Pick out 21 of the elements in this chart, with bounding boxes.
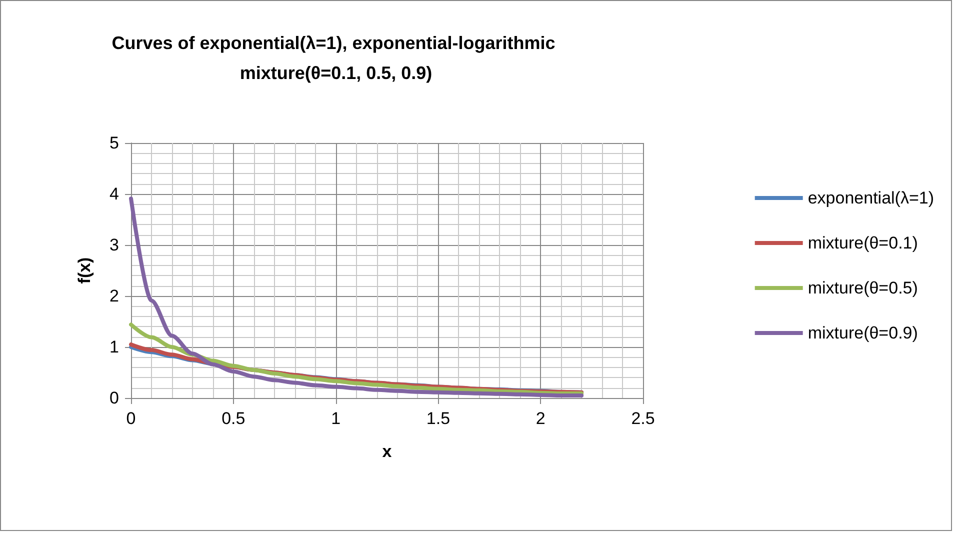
- x-tick-label: 0.5: [222, 409, 246, 428]
- x-tick-label: 2.5: [631, 409, 655, 428]
- legend-label: mixture(θ=0.5): [808, 278, 918, 298]
- x-tick-label: 1: [331, 409, 341, 428]
- y-tick-label: 2: [110, 286, 119, 306]
- x-axis-title: x: [382, 442, 392, 461]
- y-axis-title: f(x): [75, 257, 94, 284]
- legend-label: mixture(θ=0.1): [808, 234, 918, 252]
- x-tick-label: 1.5: [426, 409, 450, 428]
- legend-label: mixture(θ=0.9): [808, 324, 918, 342]
- y-tick-label: 1: [110, 338, 119, 356]
- x-tick-label: 0: [126, 409, 136, 428]
- chart-title: Curves of exponential(λ=1), exponential-logarithmic mixture(θ=0.1, 0.5, 0.9): [112, 33, 560, 83]
- x-tick-label: 2: [536, 409, 546, 428]
- y-tick-label: 3: [110, 236, 119, 254]
- line-series: [129, 322, 584, 396]
- legend-label: exponential(λ=1): [808, 188, 934, 208]
- line-series: [129, 196, 584, 398]
- y-tick-label: 5: [110, 134, 119, 152]
- y-tick-label: 4: [110, 184, 119, 204]
- y-tick-label: 0: [110, 388, 119, 408]
